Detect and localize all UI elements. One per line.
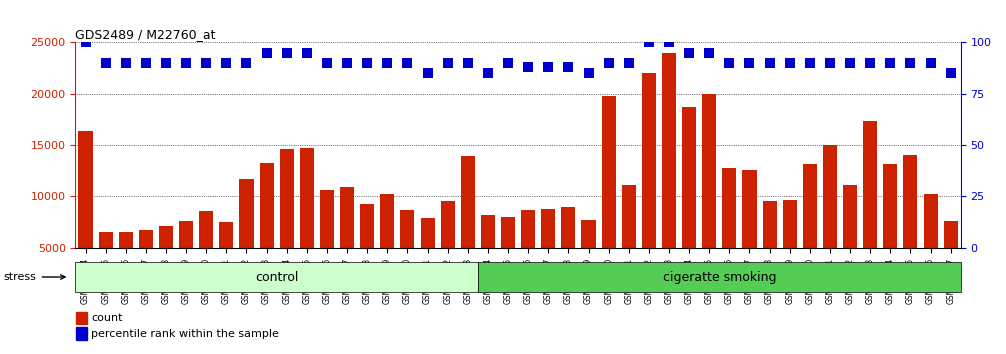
Bar	[478, 262, 961, 292]
Bar	[742, 170, 757, 299]
Point	[279, 50, 295, 56]
Point	[601, 60, 617, 66]
Bar	[461, 156, 475, 299]
Point	[540, 64, 556, 70]
Point	[902, 60, 918, 66]
Bar	[441, 201, 455, 299]
Bar	[521, 210, 535, 299]
Bar	[380, 194, 394, 299]
Bar	[883, 164, 897, 299]
Bar	[803, 164, 817, 299]
Point	[762, 60, 778, 66]
Text: GDS2489 / M22760_at: GDS2489 / M22760_at	[75, 28, 216, 41]
Bar	[239, 179, 254, 299]
Bar	[702, 94, 716, 299]
Bar	[119, 232, 133, 299]
Point	[319, 60, 335, 66]
Point	[862, 60, 878, 66]
Bar	[75, 262, 478, 292]
Point	[480, 70, 496, 76]
Bar	[219, 222, 233, 299]
Bar	[421, 218, 435, 299]
Point	[420, 70, 436, 76]
Bar	[360, 204, 374, 299]
Bar	[199, 211, 213, 299]
Point	[238, 60, 255, 66]
Point	[560, 64, 576, 70]
Bar	[99, 232, 113, 299]
Bar	[76, 312, 87, 324]
Bar	[179, 221, 193, 299]
Point	[782, 60, 798, 66]
Bar	[823, 145, 837, 299]
Bar	[642, 73, 656, 299]
Bar	[501, 217, 515, 299]
Point	[580, 70, 597, 76]
Text: cigeratte smoking: cigeratte smoking	[663, 270, 776, 284]
Bar	[139, 230, 153, 299]
Point	[399, 60, 415, 66]
Bar	[602, 96, 616, 299]
Point	[882, 60, 898, 66]
Bar	[541, 209, 555, 299]
Bar	[159, 226, 173, 299]
Text: count: count	[92, 313, 123, 323]
Bar	[481, 215, 495, 299]
Bar	[320, 190, 334, 299]
Point	[299, 50, 315, 56]
Point	[520, 64, 536, 70]
Bar	[682, 107, 696, 299]
Bar	[400, 210, 414, 299]
Point	[198, 60, 214, 66]
Bar	[944, 221, 958, 299]
Point	[842, 60, 858, 66]
Point	[822, 60, 838, 66]
Bar	[280, 149, 294, 299]
Bar	[622, 185, 636, 299]
Bar	[581, 220, 596, 299]
Point	[218, 60, 234, 66]
Bar	[783, 200, 797, 299]
Point	[943, 70, 959, 76]
Point	[701, 50, 717, 56]
Point	[621, 60, 637, 66]
Bar	[662, 53, 676, 299]
Point	[178, 60, 194, 66]
Bar	[260, 162, 274, 299]
Point	[460, 60, 476, 66]
Bar	[903, 155, 917, 299]
Bar	[763, 201, 777, 299]
Point	[158, 60, 174, 66]
Point	[661, 40, 677, 45]
Text: percentile rank within the sample: percentile rank within the sample	[92, 329, 280, 339]
Bar	[76, 327, 87, 340]
Point	[681, 50, 697, 56]
Point	[379, 60, 395, 66]
Point	[118, 60, 134, 66]
Bar	[924, 194, 938, 299]
Point	[98, 60, 114, 66]
Point	[641, 40, 657, 45]
Text: control: control	[255, 270, 299, 284]
Point	[923, 60, 939, 66]
Point	[138, 60, 154, 66]
Point	[741, 60, 758, 66]
Point	[802, 60, 818, 66]
Point	[721, 60, 737, 66]
Bar	[561, 207, 575, 299]
Bar	[300, 148, 314, 299]
Point	[77, 40, 94, 45]
Bar	[843, 185, 857, 299]
Text: stress: stress	[4, 272, 65, 282]
Bar	[863, 120, 877, 299]
Point	[440, 60, 456, 66]
Point	[259, 50, 275, 56]
Point	[339, 60, 355, 66]
Bar	[340, 187, 354, 299]
Bar	[722, 168, 736, 299]
Point	[500, 60, 516, 66]
Point	[359, 60, 375, 66]
Bar	[78, 131, 93, 299]
